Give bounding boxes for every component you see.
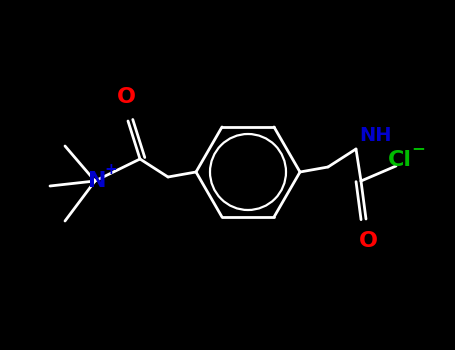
- Text: N: N: [88, 171, 106, 191]
- Text: +: +: [105, 161, 117, 176]
- Text: O: O: [359, 231, 378, 251]
- Text: NH: NH: [359, 126, 391, 145]
- Text: Cl: Cl: [388, 150, 412, 170]
- Text: −: −: [411, 139, 425, 157]
- Text: O: O: [116, 87, 136, 107]
